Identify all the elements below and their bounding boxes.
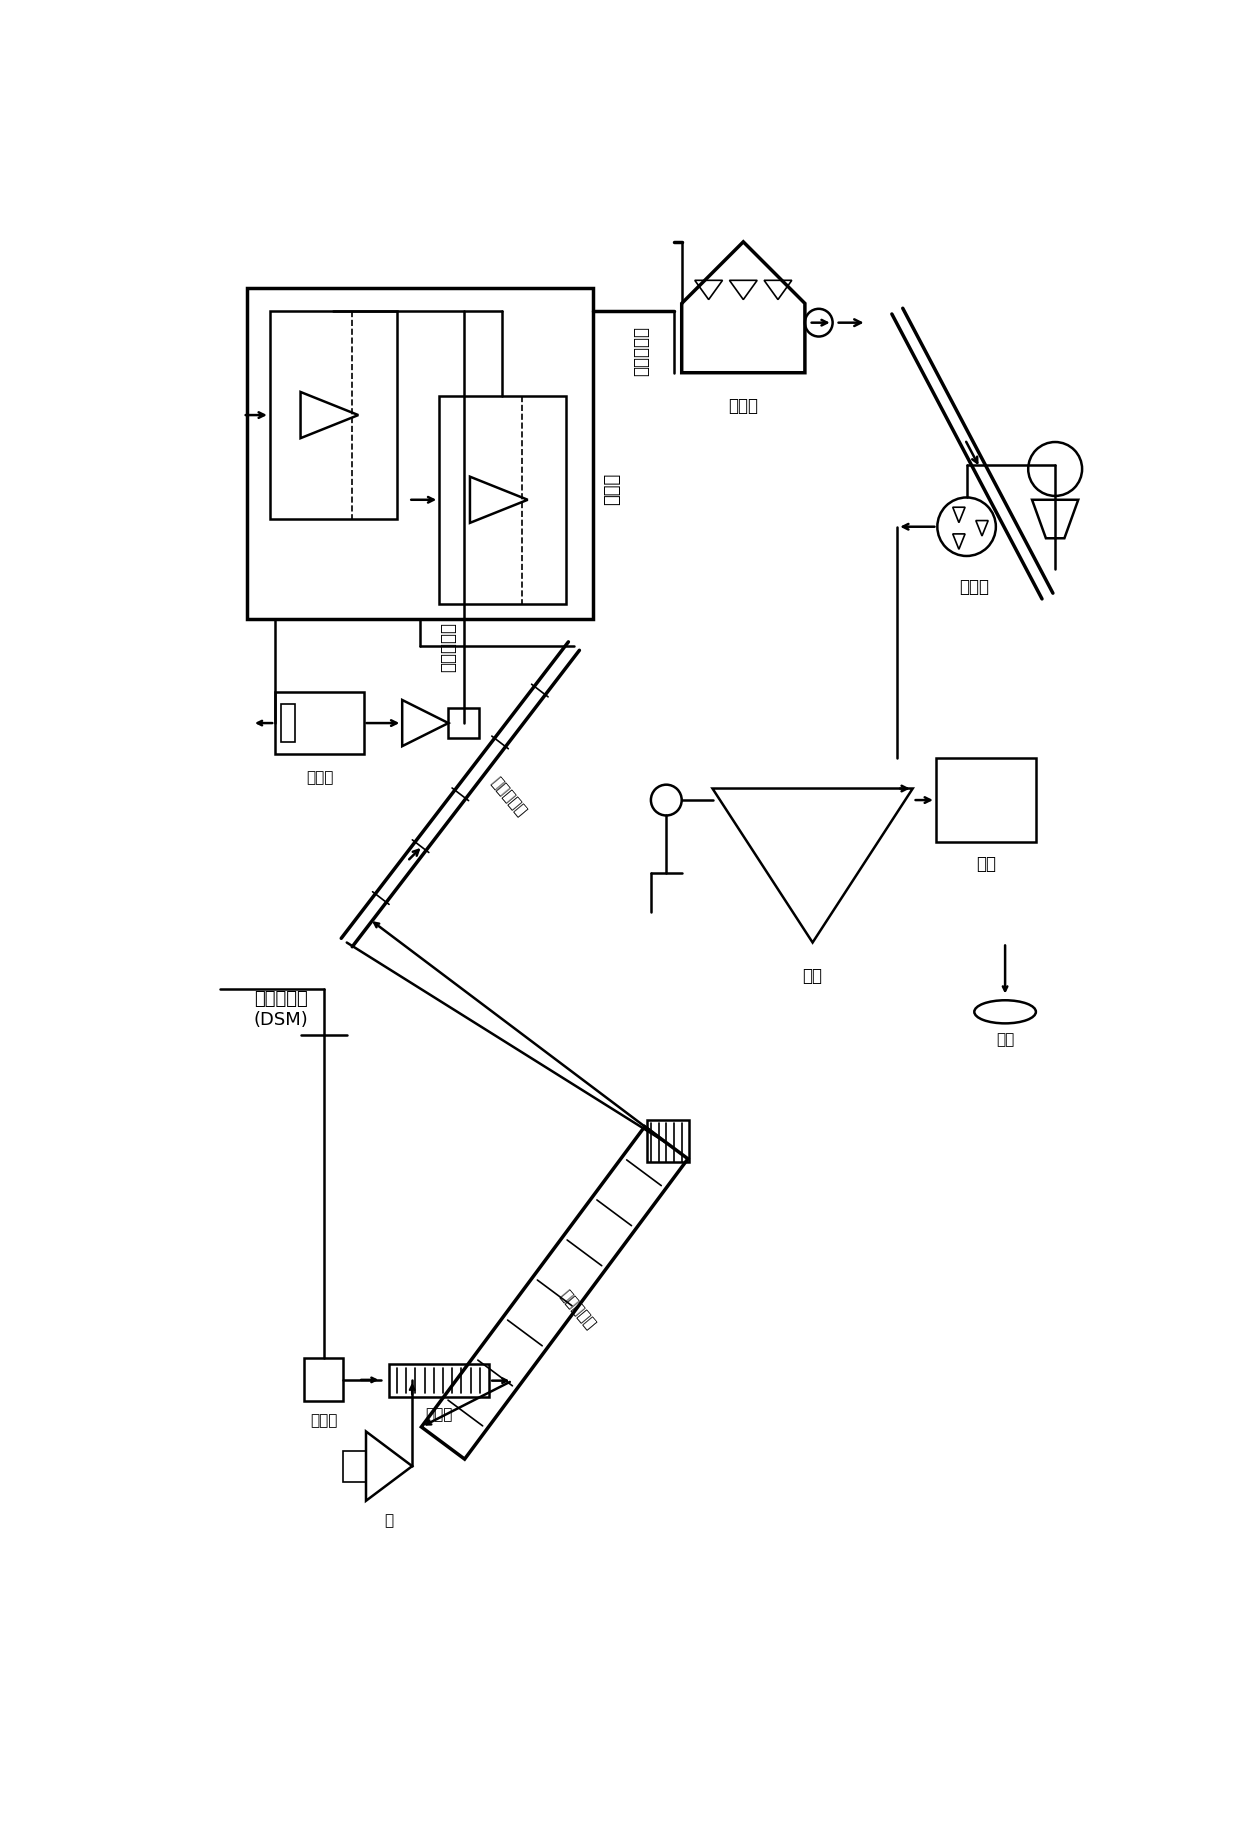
Text: 甲磨机: 甲磨机 <box>960 578 990 595</box>
Text: 产品: 产品 <box>996 1032 1014 1047</box>
Text: 发酵罐: 发酵罐 <box>306 770 334 785</box>
Text: 连续蕲煮器: 连续蕲煮器 <box>557 1286 598 1330</box>
Text: 气动运输机: 气动运输机 <box>439 622 458 672</box>
Bar <box>275 694 363 754</box>
Text: 脚脂大豆粉
(DSM): 脚脂大豆粉 (DSM) <box>254 990 309 1028</box>
Bar <box>449 708 479 739</box>
Text: 产品: 产品 <box>976 855 996 873</box>
Bar <box>270 311 397 520</box>
Bar <box>247 289 593 620</box>
Text: 填充: 填充 <box>802 966 822 985</box>
Text: 水: 水 <box>384 1512 393 1528</box>
Bar <box>281 705 295 743</box>
Text: 预热器: 预热器 <box>425 1405 453 1422</box>
Bar <box>439 397 567 604</box>
Text: 冷却运输机: 冷却运输机 <box>489 774 528 820</box>
Text: 缓冲罐: 缓冲罐 <box>728 397 759 415</box>
Text: 发酵室: 发酵室 <box>604 472 621 505</box>
Bar <box>389 1365 490 1396</box>
Bar <box>304 1358 343 1402</box>
Text: 升降机: 升降机 <box>310 1413 337 1427</box>
Bar <box>647 1120 689 1162</box>
Bar <box>343 1451 366 1482</box>
Bar <box>936 758 1035 844</box>
Text: 流动运输机: 流动运输机 <box>632 326 651 375</box>
